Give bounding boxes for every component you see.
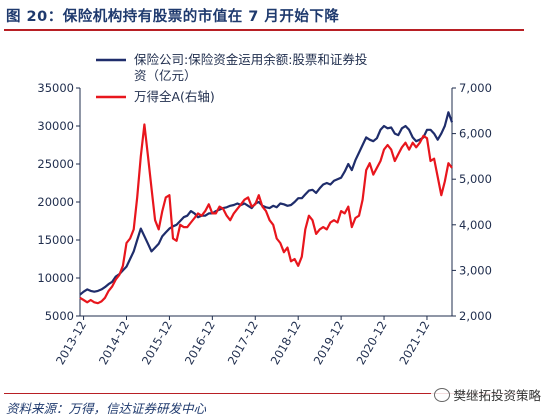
x-axis-tick-label: 2015-12 [139,319,175,368]
left-axis-tick-label: 30000 [37,119,74,133]
x-axis-tick-label: 2016-12 [182,319,218,368]
figure-title: 图 20：保险机构持有股票的市值在 7 月开始下降 [6,9,340,25]
chart-axes: 5000 10000 15000 20000 25000 30000 35000 2,000 3… [37,81,492,367]
right-axis-tick-label: 2,000 [459,309,492,323]
source-note: 资料来源：万得，信达证券研发中心 [6,401,207,416]
left-axis-tick-label: 35000 [37,81,74,95]
x-axis-tick-label: 2020-12 [353,319,389,368]
watermark-text: 樊继拓投资策略 [453,388,541,403]
left-axis-tick-label: 25000 [37,157,74,171]
source-divider [4,393,524,394]
left-axis-tick-label: 15000 [37,233,74,247]
x-axis-tick-label: 2018-12 [268,319,304,368]
right-axis-tick-label: 5,000 [459,172,492,186]
right-axis-tick-label: 6,000 [459,127,492,141]
left-axis-tick-label: 5000 [45,309,74,323]
series-line-wind-all-a [79,123,453,305]
right-axis-tick-label: 3,000 [459,263,492,277]
right-axis-tick-label: 7,000 [459,81,492,95]
x-axis-tick-label: 2013-12 [53,319,89,368]
x-axis-tick-label: 2017-12 [225,319,261,368]
watermark: 樊继拓投资策略 [431,384,544,405]
wechat-icon [434,388,451,402]
legend-label-wind: 万得全A(右轴) [134,89,215,104]
title-divider [4,29,524,31]
series-layer [79,111,454,305]
left-axis-tick-label: 20000 [37,195,74,209]
left-axis-tick-label: 10000 [37,271,74,285]
x-axis-tick-label: 2014-12 [96,319,132,368]
x-axis-tick-label: 2021-12 [396,319,432,368]
legend-label-insurance: 资（亿元） [134,68,197,83]
x-axis-tick-label: 2019-12 [311,319,347,368]
series-line-insurance-equity [79,111,454,296]
legend-label-insurance: 保险公司:保险资金运用余额:股票和证券投 [134,52,367,67]
right-axis-tick-label: 4,000 [459,218,492,232]
